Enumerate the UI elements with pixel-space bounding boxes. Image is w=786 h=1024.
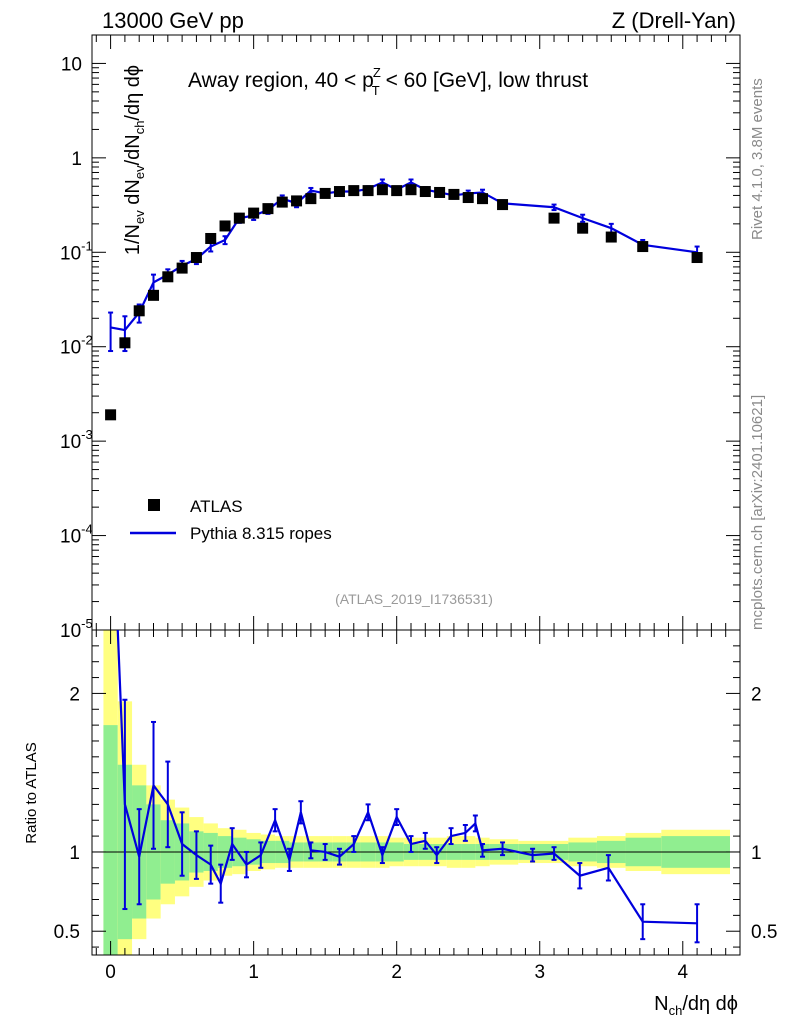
atlas-data-point <box>376 184 388 196</box>
main-ytick-label: 10-4 <box>60 522 93 548</box>
main-title-post: < 60 [GeV], low thrust <box>380 69 589 92</box>
ratio-ytick-label-right: 2 <box>751 684 762 705</box>
ratio-xtick-label: 0 <box>105 962 116 983</box>
atlas-data-point <box>205 232 217 244</box>
atlas-data-point <box>391 185 403 197</box>
rivet-label: Rivet 4.1.0, 3.8M events <box>749 78 766 240</box>
main-title-pre: Away region, 40 < p <box>188 69 374 92</box>
atlas-data-point <box>497 199 509 211</box>
main-ytick-label: 10-2 <box>60 333 93 359</box>
atlas-data-point <box>462 192 474 204</box>
atlas-data-point <box>233 212 245 224</box>
ratio-mc-line <box>116 629 698 925</box>
atlas-data-point <box>691 252 703 264</box>
main-ylabel: 1/Nev dNev/dNch/dη dϕ <box>122 65 147 255</box>
ratio-ytick-label: 2 <box>69 684 80 705</box>
atlas-data-point <box>291 195 303 207</box>
atlas-data-point <box>305 193 317 205</box>
atlas-data-point <box>333 186 345 198</box>
atlas-data-point <box>362 185 374 197</box>
ratio-xtick-label: 1 <box>248 962 259 983</box>
atlas-data-point <box>419 186 431 198</box>
ratio-ytick-label-right: 1 <box>751 843 762 864</box>
atlas-data-point <box>162 271 174 283</box>
main-axis-ticks: 10-5 10-4 10-3 10-2 10-1 1 10 <box>60 35 740 642</box>
ratio-ytick-label: 1 <box>69 843 80 864</box>
ratio-xtick-label: 4 <box>677 962 688 983</box>
legend-atlas-label: ATLAS <box>190 497 243 516</box>
atlas-data-point <box>477 193 489 205</box>
ratio-xtick-label: 2 <box>391 962 402 983</box>
mcplots-label: mcplots.cern.ch [arXiv:2401.10621] <box>749 395 766 630</box>
main-ytick-label: 10-1 <box>60 238 93 264</box>
main-title-sup: Z <box>373 65 381 80</box>
main-ytick-label: 10 <box>61 54 82 75</box>
ratio-xtick-label: 3 <box>534 962 545 983</box>
header-left: 13000 GeV pp <box>102 8 244 33</box>
atlas-data-point <box>319 187 331 199</box>
atlas-data-point <box>448 188 460 200</box>
legend-pythia-label: Pythia 8.315 ropes <box>190 524 332 543</box>
ratio-uncertainty-band <box>103 630 730 955</box>
atlas-data-point <box>105 409 117 421</box>
atlas-data-point <box>219 220 231 232</box>
main-ytick-label: 1 <box>71 149 82 170</box>
atlas-data-point <box>190 252 202 264</box>
atlas-data-point <box>405 184 417 196</box>
atlas-data-point <box>276 196 288 208</box>
ratio-ytick-label: 0.5 <box>54 922 80 943</box>
ratio-ylabel: Ratio to ATLAS <box>23 742 40 843</box>
atlas-data-point <box>605 231 617 243</box>
atlas-data-point <box>434 186 446 198</box>
legend: ATLAS Pythia 8.315 ropes <box>130 497 332 543</box>
atlas-data-point <box>577 222 589 234</box>
atlas-data-point <box>637 241 649 253</box>
ratio-xlabel: Nch/dη dϕ <box>654 993 738 1018</box>
main-title: Away region, 40 < pZ T < 60 [GeV], low th… <box>188 65 588 98</box>
main-ytick-label: 10-3 <box>60 427 93 453</box>
atlas-data-point <box>119 337 131 349</box>
atlas-data-point <box>248 207 260 219</box>
ratio-axis-ticks: 0 1 2 3 4 0.5 0.5 1 1 2 2 <box>54 630 777 983</box>
atlas-data-point <box>548 212 560 224</box>
atlas-data-point <box>133 305 145 317</box>
atlas-data-point <box>176 262 188 274</box>
analysis-watermark: (ATLAS_2019_I1736531) <box>335 591 493 607</box>
ratio-plot-frame <box>91 629 741 956</box>
legend-atlas-marker <box>148 499 160 511</box>
header-right: Z (Drell-Yan) <box>612 8 736 33</box>
ratio-plot-panel: 0 1 2 3 4 0.5 0.5 1 1 2 2 Ratio to ATLAS Nch/dη dϕ <box>23 629 777 1018</box>
atlas-data-point <box>148 289 160 301</box>
main-plot-panel: 10-5 10-4 10-3 10-2 10-1 1 10 Away region, 40 … <box>60 34 741 642</box>
ratio-ytick-label-right: 0.5 <box>751 922 777 943</box>
main-data-layer <box>105 178 703 421</box>
main-ytick-label: 10-5 <box>60 616 93 642</box>
ratio-data-layer <box>92 629 740 944</box>
atlas-data-point <box>262 203 274 215</box>
main-title-sub: T <box>372 83 380 98</box>
ratio-band-inner-segment <box>103 725 118 955</box>
atlas-data-point <box>348 185 360 197</box>
